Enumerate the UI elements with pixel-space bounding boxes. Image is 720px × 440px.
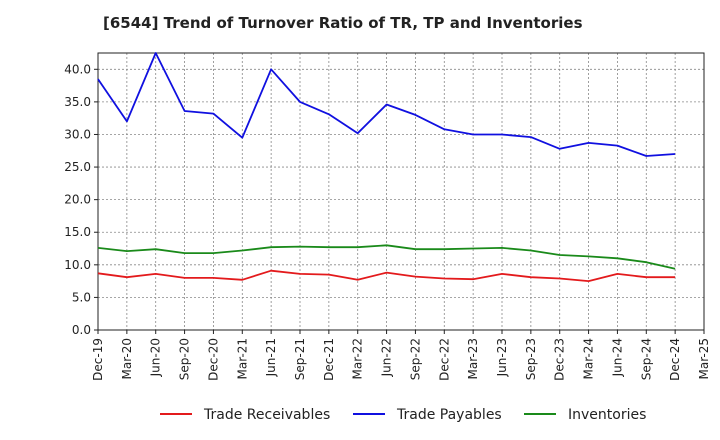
y-tick-label: 0.0 [72, 323, 91, 337]
series-line-inventories [97, 244, 676, 270]
x-tick-label: Mar-24 [582, 338, 596, 379]
plot-area [97, 52, 705, 331]
y-tick-label: 30.0 [64, 127, 91, 141]
grid-lines [97, 53, 705, 331]
x-tick-label: Dec-20 [206, 338, 220, 381]
y-tick-label: 5.0 [72, 290, 91, 304]
x-tick-label: Dec-21 [322, 338, 336, 381]
x-tick-label: Dec-19 [91, 338, 105, 381]
x-tick-label: Mar-20 [120, 338, 134, 379]
y-tick-label: 10.0 [64, 258, 91, 272]
x-tick-label: Dec-24 [668, 338, 682, 381]
x-tick-label: Sep-21 [293, 338, 307, 380]
series-line-trade-receivables [97, 269, 676, 283]
y-tick-label: 35.0 [64, 95, 91, 109]
x-tick-label: Jun-20 [149, 338, 163, 377]
x-tick-label: Dec-23 [553, 338, 567, 381]
y-tick-label: 15.0 [64, 225, 91, 239]
x-tick-label: Sep-24 [639, 338, 653, 380]
x-tick-label: Sep-23 [524, 338, 538, 380]
x-tick-label: Dec-22 [437, 338, 451, 381]
x-tick-label: Sep-22 [408, 338, 422, 380]
x-tick-label: Jun-22 [380, 338, 394, 377]
x-tick-label: Jun-23 [495, 338, 509, 377]
legend-label-trade-receivables: Trade Receivables [203, 407, 330, 423]
series-line-trade-payables [97, 52, 676, 157]
x-tick-label: Mar-21 [235, 338, 249, 379]
x-tick-label: Mar-23 [466, 338, 480, 379]
x-tick-label: Mar-22 [351, 338, 365, 379]
y-tick-label: 40.0 [64, 62, 91, 76]
chart-title: [6544] Trend of Turnover Ratio of TR, TP… [103, 14, 583, 32]
legend: Trade Receivables Trade Payables Inventori… [160, 407, 646, 423]
y-axis: 0.0 5.0 10.0 15.0 20.0 25.0 30.0 35.0 40.0 [64, 62, 98, 337]
legend-label-inventories: Inventories [568, 407, 646, 423]
x-tick-label: Sep-20 [178, 338, 192, 380]
x-tick-label: Jun-24 [610, 338, 624, 377]
y-tick-label: 25.0 [64, 160, 91, 174]
x-axis: Dec-19 Mar-20 Jun-20 Sep-20 Dec-20 Mar-21 Jun-… [91, 330, 711, 381]
series-lines [97, 52, 676, 283]
y-tick-label: 20.0 [64, 193, 91, 207]
x-tick-label: Mar-25 [697, 338, 711, 379]
x-tick-label: Jun-21 [264, 338, 278, 377]
legend-label-trade-payables: Trade Payables [396, 407, 502, 423]
